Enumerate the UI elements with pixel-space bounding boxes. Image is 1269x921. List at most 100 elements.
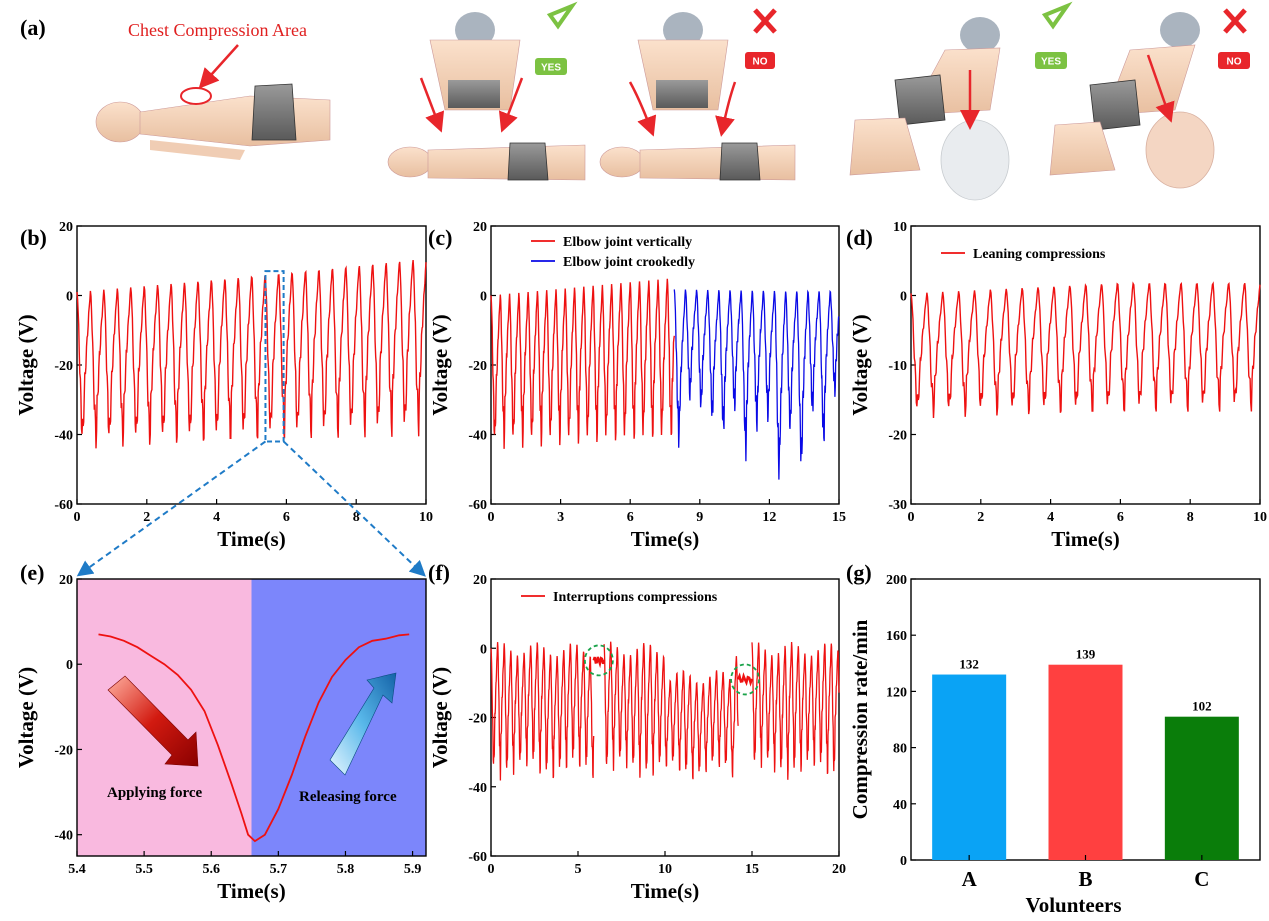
y-tick-label: -20	[54, 359, 73, 374]
bar-value-label: 139	[1076, 647, 1096, 662]
x-tick-label: 5.5	[135, 862, 153, 877]
correct-posture-illustration-1	[387, 1, 586, 181]
x-tick-label: 6	[283, 510, 290, 525]
x-tick-label: 12	[762, 510, 776, 525]
y-tick-label: 20	[473, 573, 487, 588]
y-tick-label: -20	[54, 743, 73, 758]
legend-label: Elbow joint crookedly	[563, 255, 695, 270]
panel-label: (e)	[20, 560, 44, 585]
x-tick-label: 20	[832, 862, 846, 877]
chart-panel-b: (b) 0 2 4 6 8 10 -60 -40 -20 0 20 Time(s) Voltage (V)	[14, 220, 433, 551]
callout-arrow	[198, 44, 239, 89]
x-tick-label: 0	[488, 510, 495, 525]
series-line-crooked	[673, 289, 840, 480]
y-tick-label: -20	[468, 712, 487, 727]
region-releasing	[251, 579, 426, 856]
chart-panel-d: (d) 0 2 4 6 8 10 -30 -20 -10 0 10 Time(s) Voltage (V)…	[846, 220, 1267, 551]
x-tick-label: 5.9	[404, 862, 422, 877]
pause-segment	[736, 672, 754, 687]
legend-label: Interruptions compressions	[553, 590, 718, 605]
x-tick-label: 5	[575, 862, 582, 877]
y-tick-label: 200	[886, 573, 907, 588]
annotation-applying: Applying force	[107, 785, 202, 801]
y-tick-label: -20	[888, 429, 907, 444]
x-tick-label: 0	[488, 862, 495, 877]
badge-no-1-text: NO	[753, 57, 768, 68]
y-tick-label: -40	[54, 429, 73, 444]
x-tick-label: 2	[143, 510, 150, 525]
y-tick-label: 120	[886, 685, 907, 700]
y-tick-label: 0	[900, 290, 907, 305]
y-tick-label: -40	[468, 781, 487, 796]
x-tick-label: 5.6	[202, 862, 220, 877]
series-line-vertical	[490, 278, 675, 449]
y-tick-label: 0	[900, 854, 907, 869]
x-tick-label: 5.4	[68, 862, 86, 877]
series-line-single	[98, 633, 410, 843]
plot-frame	[76, 578, 427, 857]
series-line-compression	[76, 260, 427, 449]
x-axis-title: Time(s)	[631, 527, 699, 551]
y-tick-label: 0	[66, 658, 73, 673]
y-tick-label: -10	[888, 359, 907, 374]
chest-area-marker	[180, 87, 212, 105]
x-tick-label: 5.7	[270, 862, 288, 877]
x-tick-label: 6	[627, 510, 634, 525]
y-axis-title: Voltage (V)	[14, 314, 38, 415]
x-axis-title: Time(s)	[631, 879, 699, 903]
chart-panel-f: (f) 0 5 10 15 20 -60 -40 -20 0 20 Time(s) Voltage (V…	[428, 560, 846, 903]
pause-highlight-circle	[730, 663, 760, 696]
x-tick-label: 8	[353, 510, 360, 525]
x-category-label: B	[1078, 867, 1092, 891]
chart-panel-c: (c) 0 3 6 9 12 15 -60 -40 -20 0 20 Time(s) Voltage (V…	[428, 220, 846, 551]
applying-arrow-icon	[107, 675, 199, 767]
badge-no-1	[745, 52, 775, 69]
legend-label: Leaning compressions	[973, 247, 1106, 262]
x-tick-label: 2	[977, 510, 984, 525]
x-tick-label: 8	[1187, 510, 1194, 525]
x-tick-label: 15	[832, 510, 846, 525]
x-tick-label: 5.8	[337, 862, 355, 877]
releasing-arrow-icon	[329, 672, 397, 776]
x-tick-label: 6	[1117, 510, 1124, 525]
lying-body-illustration	[95, 83, 331, 160]
incorrect-posture-illustration-1	[599, 8, 796, 181]
x-axis-title: Time(s)	[217, 527, 285, 551]
badge-yes-2	[1035, 52, 1067, 69]
y-tick-label: -20	[468, 359, 487, 374]
x-tick-label: 10	[658, 862, 672, 877]
zoom-connector-right	[282, 440, 426, 577]
y-tick-label: -40	[54, 829, 73, 844]
y-tick-label: 0	[480, 290, 487, 305]
y-tick-label: 40	[893, 798, 907, 813]
bar-B	[1048, 664, 1123, 860]
badge-yes-1-text: YES	[541, 63, 561, 74]
x-category-label: A	[962, 867, 978, 891]
correct-posture-illustration-2	[849, 1, 1073, 201]
panel-label: (f)	[428, 560, 450, 585]
badge-yes-2-text: YES	[1041, 57, 1061, 68]
x-axis-title: Time(s)	[217, 879, 285, 903]
plot-frame	[910, 225, 1261, 505]
panel-label: (d)	[846, 225, 873, 250]
x-axis-title: Time(s)	[1051, 527, 1119, 551]
x-tick-label: 15	[745, 862, 759, 877]
pause-segment	[592, 656, 606, 669]
x-tick-label: 0	[74, 510, 81, 525]
x-tick-label: 4	[1047, 510, 1054, 525]
zoom-connectors	[76, 440, 426, 577]
annotation-releasing: Releasing force	[299, 789, 397, 805]
y-axis-title: Voltage (V)	[428, 314, 452, 415]
chest-callout: Chest Compression Area	[128, 20, 307, 40]
y-tick-label: -40	[468, 429, 487, 444]
x-tick-label: 9	[696, 510, 703, 525]
bar-value-label: 102	[1192, 699, 1212, 714]
bar-C	[1164, 716, 1239, 860]
chart-panel-g: (g) 0 40 80 120 160 200 132 A 139 B 102 C Volunteers C…	[846, 560, 1261, 917]
x-axis-title: Volunteers	[1025, 893, 1121, 917]
chart-panel-e: (e) 5.4 5.5 5.6 5.7 5.8 5.9 -40 -20 0 20 Time(s) Vol…	[14, 560, 427, 903]
y-tick-label: 20	[59, 220, 73, 235]
series-line-segment	[751, 641, 840, 780]
legend-label: Elbow joint vertically	[563, 235, 692, 250]
